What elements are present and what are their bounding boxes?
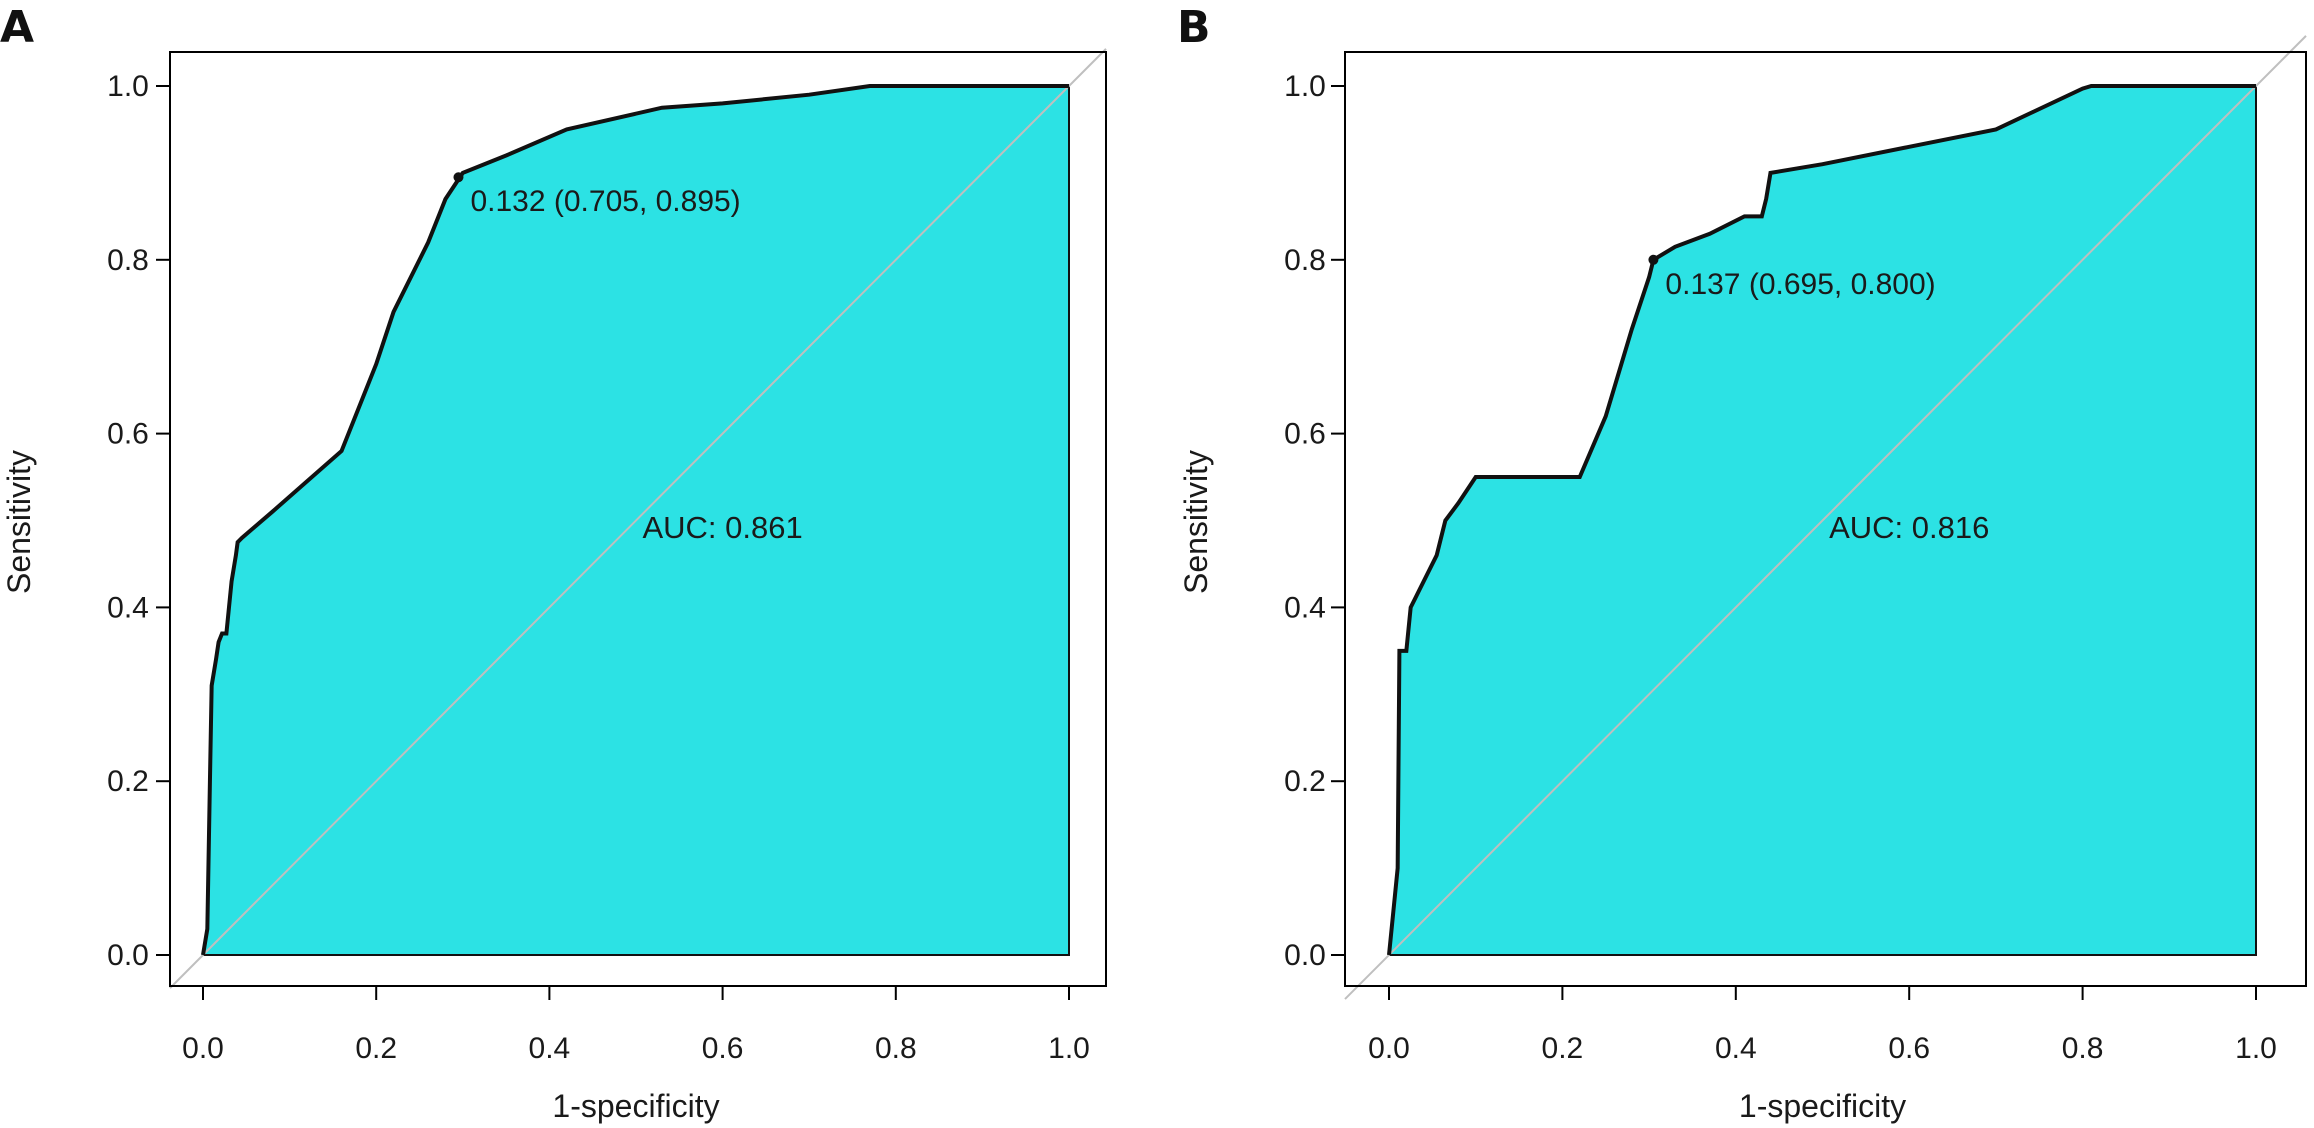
x-tick-label-a: 0.0 <box>182 1032 224 1065</box>
auc-label-a: AUC: 0.861 <box>642 510 802 545</box>
roc-curve-a <box>201 84 1069 956</box>
y-tick-label-a: 0.2 <box>107 765 149 798</box>
x-tick-label-b: 0.2 <box>1542 1032 1584 1065</box>
roc-panel-a: A 0.0 0.2 0.4 0.6 0.8 1.0 0.0 0.2 0.4 0.6 0.8 1.0 1-s… <box>0 2 1107 1124</box>
x-tick-label-b: 0.8 <box>2062 1032 2104 1065</box>
x-tick-label-a: 0.6 <box>702 1032 744 1065</box>
y-tick-label-b: 0.4 <box>1284 591 1326 624</box>
y-axis-label-b: Sensitivity <box>1178 450 1214 594</box>
y-tick-label-b: 0.8 <box>1284 244 1326 277</box>
threshold-annotation-a: 0.132 (0.705, 0.895) <box>470 185 740 218</box>
x-tick-label-a: 0.4 <box>529 1032 571 1065</box>
panel-letter-a: A <box>0 2 34 53</box>
y-tick-label-a: 0.6 <box>107 418 149 451</box>
y-tick-label-b: 1.0 <box>1284 70 1326 103</box>
y-tick-label-a: 1.0 <box>107 70 149 103</box>
x-axis-label-b: 1-specificity <box>1739 1088 1906 1124</box>
roc-curve-b <box>1387 84 2256 956</box>
y-tick-label-b: 0.0 <box>1284 939 1326 972</box>
y-tick-label-a: 0.4 <box>107 591 149 624</box>
y-tick-label-b: 0.2 <box>1284 765 1326 798</box>
y-tick-label-a: 0.0 <box>107 939 149 972</box>
threshold-annotation-b: 0.137 (0.695, 0.800) <box>1665 268 1935 301</box>
x-axis-label-a: 1-specificity <box>552 1088 719 1124</box>
threshold-point-b <box>1648 254 1659 265</box>
roc-panel-b: B 0.0 0.2 0.4 0.6 0.8 1.0 0.0 0.2 0.4 0.6 0.8 1.0 1-s… <box>1177 2 2307 1124</box>
x-tick-label-b: 0.6 <box>1888 1032 1930 1065</box>
x-tick-label-b: 1.0 <box>2235 1032 2277 1065</box>
reference-diagonal-a <box>169 48 1107 989</box>
x-tick-label-b: 0.4 <box>1715 1032 1757 1065</box>
x-tick-label-a: 0.2 <box>355 1032 397 1065</box>
x-tick-label-a: 0.8 <box>875 1032 917 1065</box>
threshold-point-a <box>453 172 464 183</box>
x-tick-label-a: 1.0 <box>1048 1032 1090 1065</box>
y-axis-label-a: Sensitivity <box>1 450 37 594</box>
x-tick-label-b: 0.0 <box>1368 1032 1410 1065</box>
y-tick-label-b: 0.6 <box>1284 418 1326 451</box>
reference-diagonal-b <box>1344 35 2307 1000</box>
y-tick-label-a: 0.8 <box>107 244 149 277</box>
panel-letter-b: B <box>1177 2 1211 53</box>
auc-label-b: AUC: 0.816 <box>1829 510 1989 545</box>
